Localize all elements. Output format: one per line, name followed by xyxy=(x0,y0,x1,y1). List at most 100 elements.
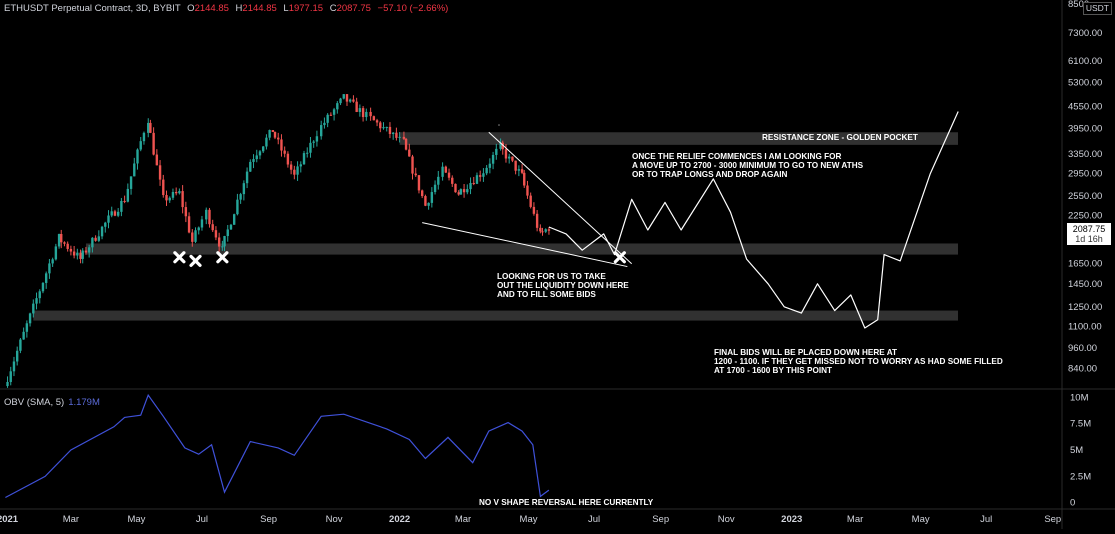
candle-body xyxy=(25,323,29,332)
obv-tick-label: 5M xyxy=(1070,445,1083,456)
final-bids-zone xyxy=(33,310,958,321)
time-tick-label: Mar xyxy=(847,514,863,525)
candle-body xyxy=(15,350,19,362)
candle-body xyxy=(139,141,142,150)
price-tick-label: 5300.00 xyxy=(1068,78,1102,89)
obv-label: OBV (SMA, 5) xyxy=(4,397,65,408)
open-value: 2144.85 xyxy=(194,3,229,14)
time-tick-label: 2022 xyxy=(389,514,410,525)
price-tick-label: 3350.00 xyxy=(1068,149,1102,160)
candle-body xyxy=(349,99,352,102)
candle-body xyxy=(217,237,221,247)
candle-body xyxy=(459,189,463,195)
candle-body xyxy=(165,195,168,201)
candle-body xyxy=(532,206,536,214)
candle-body xyxy=(482,173,485,177)
candle-body xyxy=(329,114,333,116)
candle-body xyxy=(57,233,61,247)
candle-body xyxy=(283,150,286,154)
resistance-zone-label: RESISTANCE ZONE - GOLDEN POCKET xyxy=(762,133,918,142)
time-tick-label: Sep xyxy=(260,514,277,525)
candle-body xyxy=(326,114,329,123)
change-value: −57.10 (−2.66%) xyxy=(377,3,449,14)
candle-body xyxy=(289,164,293,170)
candle-body xyxy=(352,99,355,102)
candle-body xyxy=(200,219,204,228)
candle-body xyxy=(155,154,159,166)
obv-tick-label: 10M xyxy=(1070,392,1089,403)
candle-body xyxy=(91,237,94,248)
candle-body xyxy=(511,156,514,161)
x-marker-stroke xyxy=(216,251,229,264)
candle-body xyxy=(87,247,91,253)
price-tick-label: 3950.00 xyxy=(1068,123,1102,134)
candle-body xyxy=(22,331,25,340)
candle-body xyxy=(485,167,488,174)
currency-badge[interactable]: USDT xyxy=(1082,2,1112,15)
time-tick-label: Jul xyxy=(196,514,208,525)
time-tick-label: Nov xyxy=(326,514,343,525)
candle-body xyxy=(191,232,194,242)
price-tick-label: 2550.00 xyxy=(1068,191,1102,202)
projection-path xyxy=(548,111,959,329)
last-price-label: 2087.75 1d 16h xyxy=(1067,223,1111,245)
high-label: H xyxy=(235,3,243,14)
candle-body xyxy=(271,130,275,132)
price-tick-label: 1450.00 xyxy=(1068,279,1102,290)
candle-body xyxy=(28,313,32,324)
candle-body xyxy=(365,111,368,118)
price-tick-label: 1100.00 xyxy=(1068,322,1102,333)
candle-body xyxy=(197,227,200,231)
candle-body xyxy=(107,215,110,223)
candle-body xyxy=(152,132,155,155)
obv-header[interactable]: OBV (SMA, 5) 1.179M xyxy=(4,397,100,408)
candle-body xyxy=(402,136,406,139)
candle-body xyxy=(69,248,73,252)
candle-body xyxy=(454,183,457,193)
candle-body xyxy=(345,94,349,102)
symbol-title[interactable]: ETHUSDT Perpetual Contract, 3D, BYBIT xyxy=(4,3,181,14)
candle-body xyxy=(361,108,365,118)
candle-body xyxy=(265,137,268,147)
obv-tick-label: 0 xyxy=(1070,498,1075,509)
candle-body xyxy=(277,137,280,140)
time-tick-label: Mar xyxy=(455,514,471,525)
candle-body xyxy=(309,142,312,153)
lower-trendline xyxy=(422,222,628,268)
candle-body xyxy=(174,192,178,194)
candle-body xyxy=(296,166,299,175)
candle-body xyxy=(178,191,181,194)
candle-body xyxy=(491,154,495,164)
candle-body xyxy=(441,166,444,177)
candle-body xyxy=(286,153,290,165)
time-tick-label: Jul xyxy=(980,514,992,525)
candle-body xyxy=(427,202,430,206)
price-tick-label: 4550.00 xyxy=(1068,101,1102,112)
candle-body xyxy=(226,229,229,237)
candle-body xyxy=(395,132,398,138)
candle-body xyxy=(181,191,184,208)
candle-body xyxy=(236,199,239,215)
candle-body xyxy=(501,142,504,150)
candle-body xyxy=(388,126,392,134)
candle-body xyxy=(369,111,372,117)
candle-body xyxy=(541,231,544,233)
candle-body xyxy=(332,109,336,115)
candle-body xyxy=(312,141,315,143)
candle-body xyxy=(391,132,395,134)
candle-body xyxy=(48,263,51,274)
candle-body xyxy=(44,273,48,283)
candle-body xyxy=(129,176,133,189)
candle-body xyxy=(339,98,342,104)
candle-body xyxy=(280,139,283,151)
candle-body xyxy=(268,130,271,138)
candle-body xyxy=(136,149,139,164)
candle-body xyxy=(372,116,376,121)
candle-body xyxy=(444,166,448,173)
candle-body xyxy=(466,189,469,193)
candle-body xyxy=(475,175,479,184)
candle-body xyxy=(63,242,66,244)
time-tick-label: Mar xyxy=(63,514,79,525)
